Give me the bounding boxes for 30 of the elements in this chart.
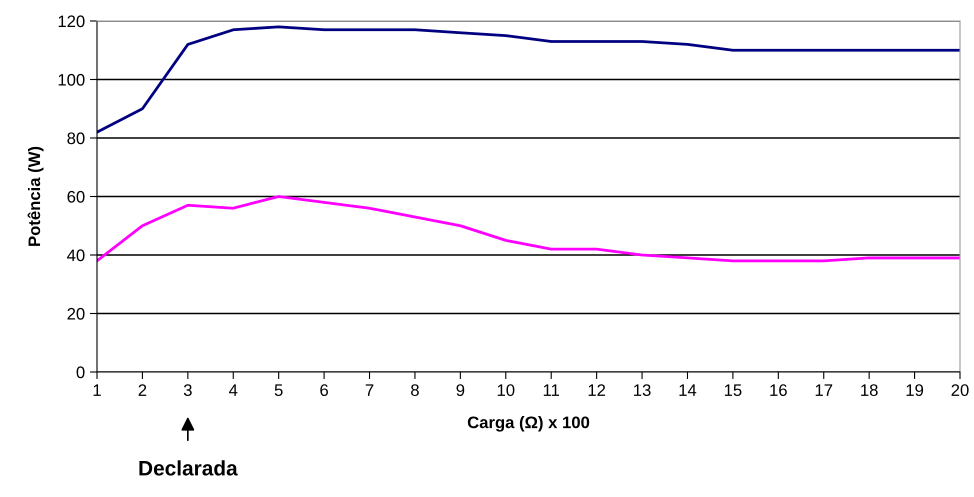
y-tick-label: 40 (67, 249, 85, 262)
x-tick-label: 14 (679, 384, 696, 396)
annotation: Declarada (139, 460, 238, 476)
x-tick-label: 11 (544, 384, 560, 396)
x-tick-label: 9 (456, 384, 464, 396)
y-tick-label: 0 (76, 366, 85, 378)
y-tick-label: 100 (58, 74, 85, 86)
x-tick-label: 17 (816, 384, 832, 396)
x-tick-label: 1 (94, 384, 101, 396)
x-tick-label: 4 (229, 384, 238, 396)
y-tick-label: 20 (67, 308, 85, 320)
x-tick-label: 19 (906, 384, 924, 396)
x-tick-label: 12 (588, 384, 606, 396)
y-axis-title: Potência (W) (28, 146, 44, 246)
x-tick-label: 10 (498, 384, 514, 396)
x-tick-label: 2 (138, 384, 146, 396)
x-tick-label: 20 (952, 384, 969, 396)
x-tick-label: 13 (634, 384, 651, 396)
x-tick-label: 7 (366, 384, 374, 396)
x-tick-label: 18 (861, 384, 878, 396)
x-tick-label: 15 (724, 384, 742, 396)
x-axis-title: Carga (Ω) x 100 (468, 416, 590, 432)
y-tick-label: 80 (67, 132, 85, 144)
x-tick-label: 5 (274, 384, 283, 396)
x-tick-label: 16 (770, 384, 787, 396)
x-tick-label: 8 (411, 384, 419, 396)
y-tick-label: 60 (68, 190, 85, 203)
x-tick-label: 3 (184, 384, 192, 396)
x-tick-label: 6 (320, 384, 328, 396)
y-tick-label: 120 (58, 15, 85, 28)
